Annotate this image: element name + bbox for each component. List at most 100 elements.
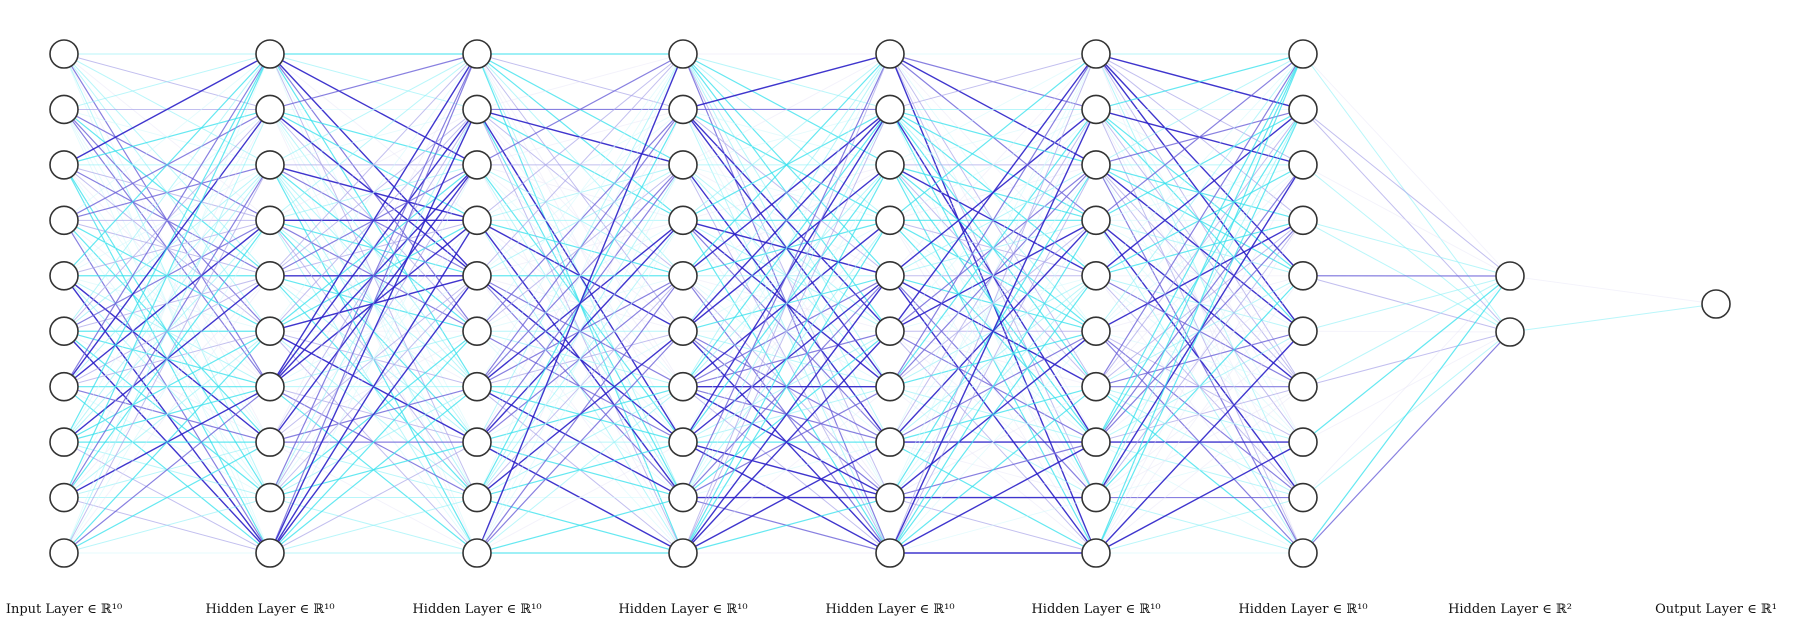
neuron-node — [875, 94, 905, 125]
connection-edge — [1302, 219, 1511, 277]
connection-edge — [682, 53, 891, 498]
neuron-node — [1495, 261, 1525, 291]
connection-edge — [63, 330, 271, 554]
connection-edge — [1509, 275, 1717, 305]
neuron-node — [255, 260, 285, 291]
neuron-node — [462, 150, 492, 180]
connection-edge — [1509, 303, 1717, 333]
connection-edge — [889, 497, 1097, 554]
neuron-node — [255, 538, 285, 568]
neuron-node — [875, 427, 905, 457]
neuron-node — [875, 316, 905, 347]
layer-label: Output Layer ∈ ℝ¹ — [1655, 602, 1777, 617]
connection-edge — [1095, 53, 1304, 332]
layer-label: Hidden Layer ∈ ℝ¹⁰ — [1238, 602, 1367, 617]
connection-edge — [476, 53, 684, 387]
neuron-node — [49, 427, 79, 457]
connection-edge — [269, 330, 478, 554]
connection-edge — [1095, 53, 1304, 277]
neuron-node — [462, 538, 492, 568]
connection-edge — [269, 441, 478, 554]
connection-edge — [889, 330, 1097, 554]
connection-edge — [682, 275, 891, 554]
connection-edge — [269, 53, 478, 277]
neuron-node — [668, 538, 698, 568]
connection-edge — [63, 109, 271, 554]
connection-edge — [682, 496, 891, 554]
connection-edge — [476, 53, 684, 498]
connection-edge — [269, 386, 478, 554]
connection-edge — [269, 53, 478, 554]
layer-label: Hidden Layer ∈ ℝ¹⁰ — [205, 602, 334, 617]
connection-edge — [889, 53, 1097, 110]
connection-edge — [889, 53, 1097, 554]
connection-edge — [1095, 53, 1304, 111]
connection-edge — [682, 386, 891, 554]
neuron-node — [255, 94, 285, 125]
neuron-node — [1288, 316, 1318, 347]
connection-edge — [63, 497, 271, 554]
neuron-node — [462, 427, 492, 457]
neuron-node — [49, 482, 79, 513]
connection-edge — [476, 53, 684, 277]
connection-edge — [476, 53, 684, 166]
connection-edge — [476, 220, 684, 554]
connection-edge — [63, 53, 271, 554]
connection-edge — [1302, 275, 1511, 498]
connection-edge — [476, 53, 684, 443]
connection-edge — [63, 53, 271, 110]
connection-edge — [1095, 275, 1304, 554]
connection-edge — [682, 53, 891, 277]
neuron-node — [875, 538, 905, 568]
neuron-node — [668, 205, 698, 236]
connection-edge — [889, 53, 1097, 387]
connection-edge — [682, 53, 891, 387]
neuron-node — [462, 94, 492, 125]
connection-edge — [269, 53, 478, 443]
connection-edge — [682, 330, 891, 554]
connection-edge — [682, 164, 891, 554]
neuron-node — [668, 94, 698, 125]
connection-edge — [889, 275, 1097, 554]
connection-edge — [63, 275, 271, 554]
connection-edge — [1095, 53, 1304, 166]
neuron-node — [462, 205, 492, 236]
connection-edge — [63, 441, 271, 554]
connection-edge — [1095, 109, 1304, 554]
neuron-node — [1288, 371, 1318, 402]
neuron-node — [255, 427, 285, 457]
connection-edge — [269, 164, 478, 554]
neuron-node — [875, 260, 905, 291]
connection-edge — [1302, 275, 1511, 388]
connections — [63, 53, 1717, 554]
neuron-node — [255, 39, 285, 69]
connection-edge — [63, 53, 271, 221]
connection-edge — [269, 53, 478, 388]
neuron-node — [462, 260, 492, 291]
connection-edge — [682, 53, 891, 332]
layer-label: Input Layer ∈ ℝ¹⁰ — [6, 602, 122, 617]
connection-edge — [63, 53, 271, 387]
neuron-node — [875, 39, 905, 69]
neuron-node — [668, 482, 698, 513]
connection-edge — [1095, 497, 1304, 554]
neuron-node — [255, 316, 285, 347]
neuron-node — [1081, 371, 1111, 402]
connection-edge — [269, 53, 478, 332]
neuron-node — [1081, 538, 1111, 568]
connection-edge — [1302, 109, 1511, 277]
connection-edge — [1302, 275, 1511, 554]
neuron-node — [255, 150, 285, 180]
neuron-node — [49, 371, 79, 402]
neuron-node — [1081, 427, 1111, 457]
connection-edge — [1095, 53, 1304, 443]
neuron-node — [1701, 289, 1731, 319]
connection-edge — [269, 53, 478, 111]
connection-edge — [889, 53, 1097, 221]
connection-edge — [1095, 164, 1304, 554]
connection-edge — [1095, 53, 1304, 221]
layer-label: Hidden Layer ∈ ℝ² — [1448, 602, 1572, 617]
connection-edge — [682, 109, 891, 554]
connection-edge — [682, 441, 891, 554]
connection-edge — [682, 53, 891, 166]
